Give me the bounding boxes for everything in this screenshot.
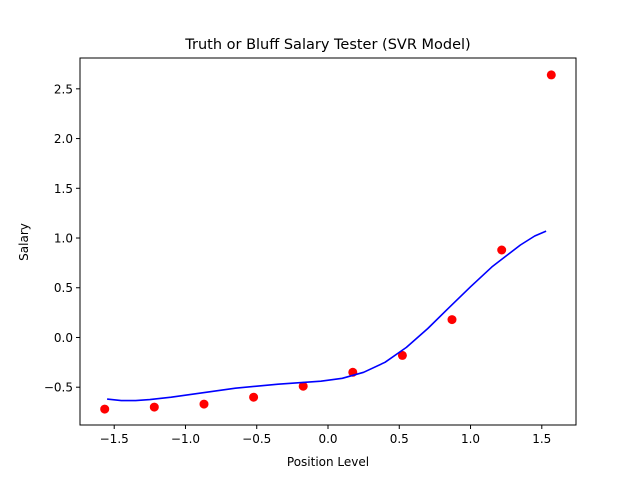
y-tick-label: 0.0 [54, 331, 73, 345]
data-point-4 [298, 381, 308, 391]
x-tick-label: −1.5 [100, 432, 129, 446]
x-tick-label: 1.5 [532, 432, 551, 446]
y-tick-label: 2.0 [54, 132, 73, 146]
y-tick-label: 2.5 [54, 82, 73, 96]
data-point-9 [546, 70, 556, 80]
y-axis-label: Salary [17, 223, 31, 261]
data-point-0 [100, 404, 110, 414]
y-tick-label: 0.5 [54, 281, 73, 295]
series-line-1 [107, 230, 547, 402]
data-point-3 [249, 392, 259, 402]
x-tick-label: 1.0 [461, 432, 480, 446]
data-point-2 [199, 399, 209, 409]
x-tick-label: 0.0 [318, 432, 337, 446]
x-axis-label: Position Level [287, 455, 369, 469]
x-tick-label: −0.5 [242, 432, 271, 446]
plot-frame [79, 57, 577, 426]
y-tick-label: 1.0 [54, 232, 73, 246]
y-tick-label: −0.5 [44, 381, 73, 395]
x-tick-label: −1.0 [171, 432, 200, 446]
data-point-6 [397, 350, 407, 360]
x-tick-label: 0.5 [390, 432, 409, 446]
chart-title: Truth or Bluff Salary Tester (SVR Model) [184, 37, 470, 53]
data-point-7 [447, 315, 457, 325]
data-point-8 [497, 245, 507, 255]
y-tick-label: 1.5 [54, 182, 73, 196]
plot-area: −1.5 −1.0 −0.5 0.0 0.5 1.0 1.5 −0.5 0.0 0.5 1.0 1.5… [44, 57, 577, 446]
data-point-1 [149, 402, 159, 412]
